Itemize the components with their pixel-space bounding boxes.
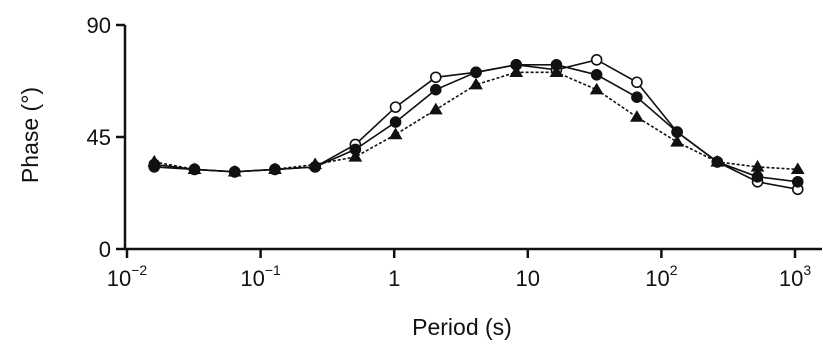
x-tick-label: 103 bbox=[779, 262, 811, 291]
triangle-marker bbox=[147, 154, 162, 167]
open-circle-marker bbox=[631, 76, 643, 89]
triangle-marker bbox=[509, 65, 524, 77]
y-tick-label: 45 bbox=[87, 125, 111, 150]
filled-circle-marker bbox=[429, 83, 442, 96]
filled-circle-marker bbox=[470, 66, 482, 79]
x-axis-title: Period (s) bbox=[412, 314, 512, 340]
filled-circle-marker bbox=[791, 176, 804, 188]
series-line-filled-triangle bbox=[154, 71, 798, 173]
y-axis-title: Phase (°) bbox=[17, 87, 43, 183]
triangle-marker bbox=[227, 164, 242, 177]
triangle-marker bbox=[589, 82, 604, 95]
filled-circle-marker bbox=[389, 116, 402, 128]
triangle-marker bbox=[428, 102, 443, 115]
triangle-marker bbox=[348, 149, 363, 162]
triangle-marker bbox=[750, 159, 765, 172]
open-circle-marker bbox=[429, 71, 442, 84]
open-circle-marker bbox=[590, 54, 603, 66]
filled-circle-marker bbox=[631, 91, 643, 103]
triangle-marker bbox=[670, 134, 684, 147]
triangle-marker bbox=[388, 127, 403, 140]
triangle-marker bbox=[187, 162, 202, 175]
triangle-marker bbox=[549, 65, 564, 77]
triangle-marker bbox=[790, 162, 805, 175]
open-circle-marker bbox=[389, 101, 402, 113]
filled-circle-marker bbox=[590, 68, 603, 81]
y-tick-label: 0 bbox=[99, 237, 111, 262]
x-tick-label: 10 bbox=[516, 266, 540, 291]
ticks-layer bbox=[116, 23, 797, 258]
y-tick-label: 90 bbox=[87, 13, 111, 38]
triangle-marker bbox=[710, 154, 725, 167]
triangle-marker bbox=[630, 110, 644, 122]
x-tick-label: 1 bbox=[388, 266, 400, 291]
triangle-marker bbox=[268, 162, 282, 175]
x-tick-label: 10−2 bbox=[107, 262, 148, 291]
filled-circle-marker bbox=[751, 171, 764, 183]
labels-layer: 0 45 90 10−2 10−1 1 10 102 103 bbox=[87, 13, 812, 291]
triangle-marker bbox=[308, 157, 323, 170]
triangle-marker bbox=[469, 77, 483, 90]
x-tick-label: 10−1 bbox=[240, 262, 281, 291]
x-tick-label: 102 bbox=[645, 262, 677, 291]
series-layer bbox=[147, 54, 805, 196]
